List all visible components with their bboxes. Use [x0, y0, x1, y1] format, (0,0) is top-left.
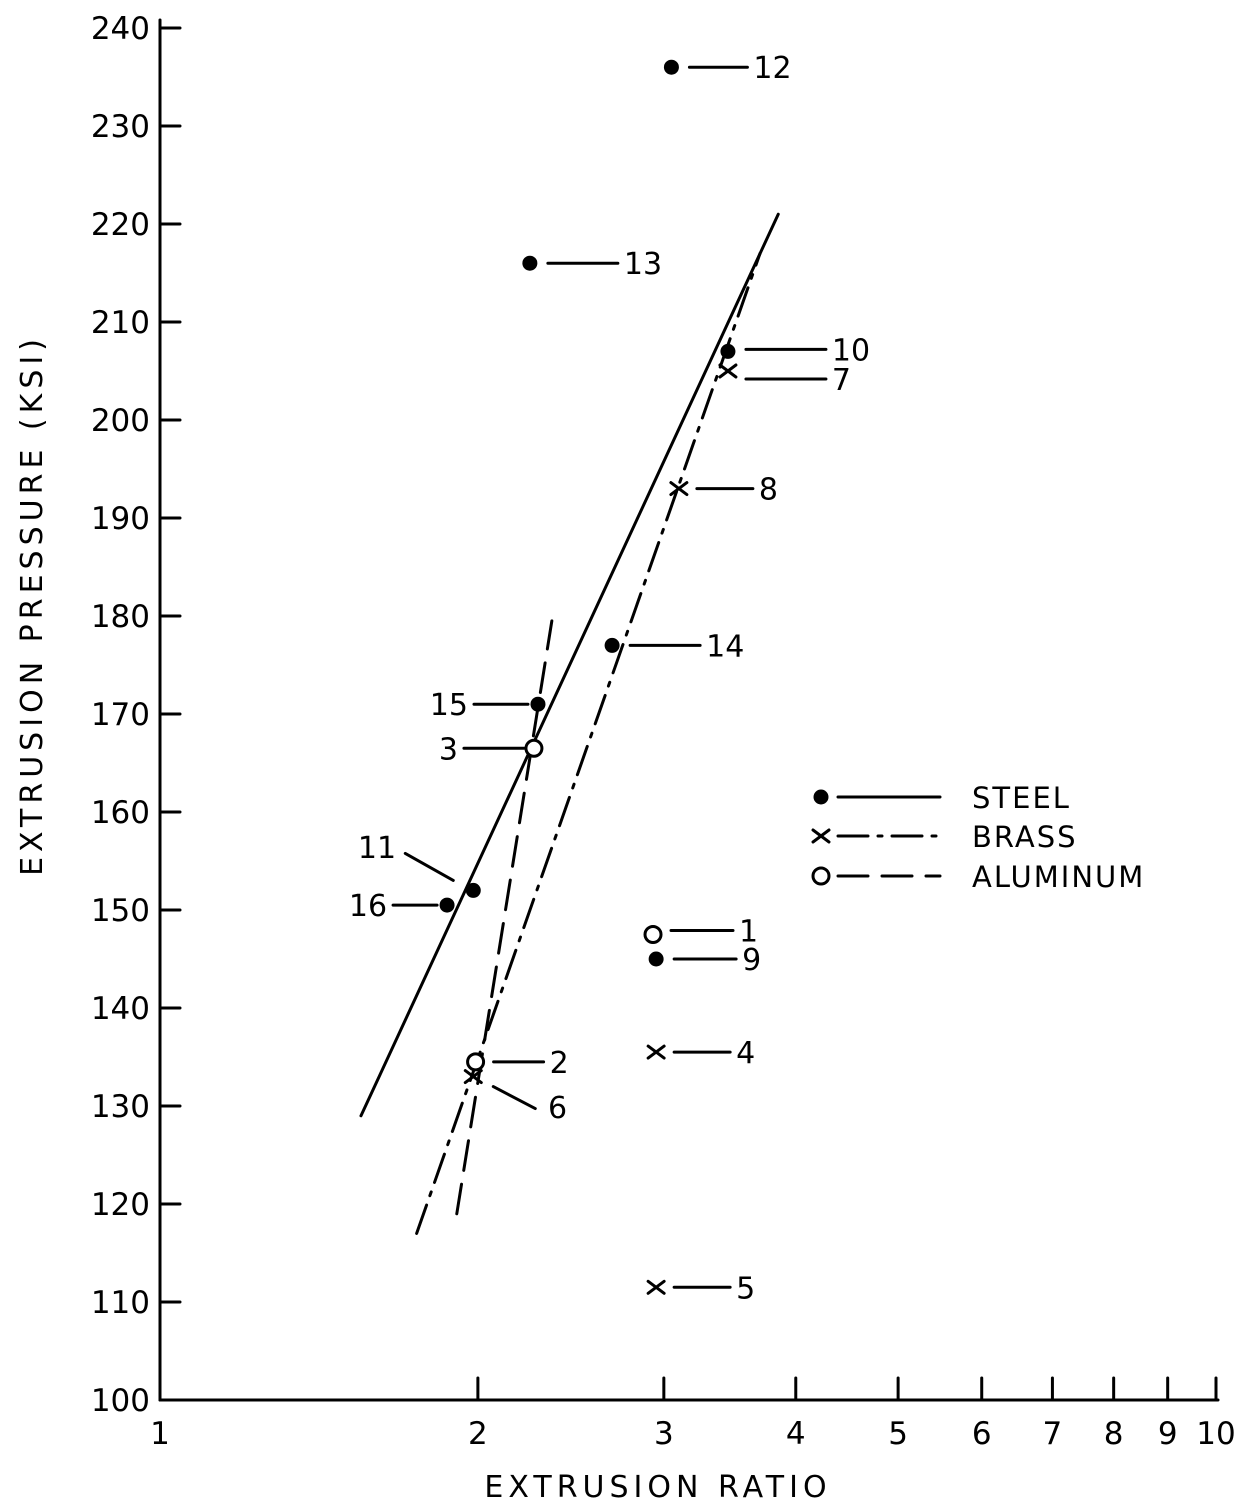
x-mark-stroke [718, 363, 738, 379]
legend-brass-marker [811, 828, 831, 844]
y-tick-label: 210 [91, 305, 150, 341]
steel-point [530, 696, 546, 712]
leader-line [403, 851, 455, 882]
point-label: 11 [358, 831, 396, 866]
y-tick-label: 110 [91, 1285, 150, 1321]
point-label: 15 [430, 688, 468, 723]
x-tick-label: 7 [1043, 1416, 1063, 1452]
aluminum-point [643, 925, 663, 944]
aluminum-point [466, 1052, 486, 1072]
x-tick-label: 1 [150, 1416, 170, 1452]
point-label: 6 [548, 1091, 567, 1126]
brass-fit-line [415, 251, 762, 1235]
y-tick-label: 140 [91, 991, 150, 1027]
aluminum-point [524, 738, 544, 758]
legend-aluminum-label: ALUMINUM [972, 860, 1145, 894]
point-label: 9 [742, 943, 761, 978]
brass-point [646, 1044, 666, 1060]
point-label: 1 [739, 915, 758, 950]
legend-steel-label: STEEL [972, 781, 1071, 815]
y-tick-label: 230 [91, 109, 150, 145]
brass-point [669, 481, 689, 497]
x-mark-stroke [646, 1279, 666, 1295]
point-label: 13 [624, 247, 662, 282]
point-label: 8 [759, 473, 778, 508]
steel-point [604, 637, 620, 653]
point-label: 10 [832, 333, 870, 368]
point-label: 5 [736, 1271, 755, 1306]
x-mark-stroke [811, 828, 831, 844]
legend-aluminum-marker [811, 866, 831, 886]
y-tick-label: 240 [91, 11, 150, 47]
x-tick-label: 4 [786, 1416, 806, 1452]
x-tick-label: 5 [888, 1416, 908, 1452]
steel-point [648, 951, 664, 967]
y-tick-label: 100 [91, 1383, 150, 1419]
steel-point [465, 882, 481, 898]
y-tick-label: 180 [91, 599, 150, 635]
steel-point [663, 59, 679, 75]
steel-point [720, 343, 736, 359]
point-label: 12 [753, 51, 791, 86]
x-mark-stroke [646, 1044, 666, 1060]
x-tick-label: 8 [1104, 1416, 1124, 1452]
x-tick-label: 9 [1158, 1416, 1178, 1452]
x-tick-label: 2 [468, 1416, 488, 1452]
point-label: 3 [439, 732, 458, 767]
fit-lines [359, 212, 780, 1235]
aluminum-fit-line [455, 619, 554, 1216]
brass-point [463, 1069, 483, 1085]
point-label: 16 [349, 889, 387, 924]
leader-line [491, 1085, 537, 1111]
steel-fit-line [359, 212, 780, 1118]
point-label: 4 [736, 1036, 755, 1071]
y-tick-label: 130 [91, 1089, 150, 1125]
axes: 1001101201301401501601701801902002102202… [15, 11, 1236, 1505]
legend-steel-marker [813, 789, 829, 805]
point-label: 7 [832, 363, 851, 398]
x-tick-label: 10 [1196, 1416, 1235, 1452]
point-label: 14 [706, 629, 744, 664]
y-tick-label: 150 [91, 893, 150, 929]
legend-brass-label: BRASS [972, 820, 1078, 854]
x-tick-label: 3 [654, 1416, 674, 1452]
x-mark-stroke [669, 481, 689, 497]
x-mark-stroke [463, 1069, 483, 1085]
brass-point [646, 1279, 666, 1295]
steel-point [439, 897, 455, 913]
y-tick-label: 200 [91, 403, 150, 439]
brass-point [718, 363, 738, 379]
x-tick-label: 6 [972, 1416, 992, 1452]
y-tick-label: 170 [91, 697, 150, 733]
y-axis-title: EXTRUSION PRESSURE (KSI) [15, 334, 50, 876]
x-axis-title: EXTRUSION RATIO [484, 1470, 831, 1505]
legend: STEEL BRASS ALUMINUM [811, 781, 1145, 894]
y-tick-label: 160 [91, 795, 150, 831]
y-tick-label: 220 [91, 207, 150, 243]
steel-point [522, 255, 538, 271]
y-tick-label: 120 [91, 1187, 150, 1223]
y-tick-label: 190 [91, 501, 150, 537]
point-label: 2 [550, 1046, 569, 1081]
